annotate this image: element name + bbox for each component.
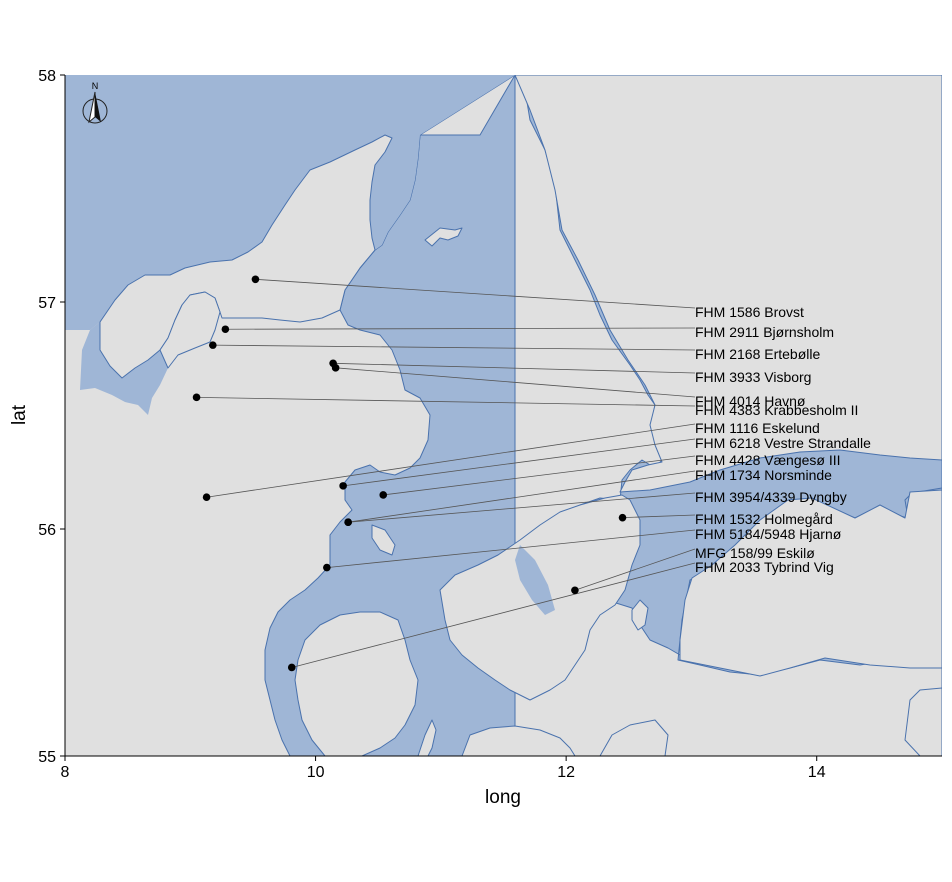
land-mon — [631, 599, 649, 631]
x-axis-title: long — [485, 787, 521, 808]
y-tick-label: 56 — [38, 522, 56, 539]
site-point — [287, 663, 296, 672]
leader-line — [196, 396, 696, 407]
land-samso — [371, 524, 396, 556]
site-label: FHM 4383 Krabbesholm II — [695, 402, 858, 418]
compass-north-arrow-icon: N — [82, 81, 108, 124]
x-tick-label: 12 — [557, 764, 575, 781]
site-point — [323, 563, 331, 572]
leader-line — [291, 562, 696, 668]
site-label: FHM 4014 Havnø — [695, 393, 806, 409]
site-point — [251, 275, 260, 284]
landmasses — [65, 75, 942, 756]
site-label: FHM 2168 Ertebølle — [695, 346, 820, 362]
site-label: FHM 6218 Vestre Strandalle — [695, 435, 871, 451]
leader-line — [383, 455, 696, 496]
site-label: FHM 2911 Bjørnsholm — [695, 324, 834, 340]
leader-line — [225, 327, 696, 330]
leader-line — [255, 278, 696, 309]
leader-lines — [196, 278, 696, 668]
site-point — [344, 518, 352, 526]
leader-line — [574, 548, 696, 591]
site-label: FHM 2033 Tybrind Vig — [695, 559, 834, 575]
sea-inner-bay — [65, 75, 515, 330]
site-label: MFG 158/99 Eskilø — [695, 545, 815, 561]
leader-line — [335, 367, 696, 398]
site-point — [379, 491, 388, 499]
y-tick-label: 57 — [38, 295, 56, 312]
site-point — [209, 341, 217, 349]
site-labels: FHM 1586 Brovst FHM 2911 Bjørnsholm FHM 21… — [695, 304, 871, 575]
sea-isefjord — [515, 545, 555, 615]
site-point — [618, 513, 627, 522]
leader-line — [333, 362, 696, 374]
north-label: N — [92, 81, 99, 91]
site-label: FHM 1734 Norsminde — [695, 467, 832, 483]
leader-line — [622, 514, 696, 519]
leader-line — [343, 438, 696, 487]
leader-line — [326, 529, 696, 568]
land-funen — [294, 611, 419, 756]
land-lolland — [461, 725, 576, 756]
y-tick-label: 58 — [38, 68, 56, 85]
land-sweden-main — [514, 75, 942, 756]
land-anholt — [424, 227, 463, 247]
x-tick-label: 8 — [61, 764, 70, 781]
site-point — [221, 325, 230, 334]
site-label: FHM 4428 Vængesø III — [695, 452, 841, 468]
leader-line — [212, 344, 696, 351]
site-point — [571, 586, 579, 595]
site-label: FHM 3954/4339 Dyngby — [695, 489, 847, 505]
x-tick-label: 14 — [808, 764, 826, 781]
site-label: FHM 1532 Holmegård — [695, 511, 833, 527]
leader-line — [348, 492, 696, 523]
site-point — [192, 393, 201, 402]
site-label: FHM 1586 Brovst — [695, 304, 804, 320]
site-point — [331, 364, 340, 372]
axis-ticks — [60, 74, 818, 761]
site-point — [202, 493, 211, 502]
land-mors — [159, 291, 221, 369]
site-label: FHM 3933 Visborg — [695, 369, 811, 385]
site-label: FHM 5184/5948 Hjarnø — [695, 526, 842, 542]
land-bornholm — [904, 687, 942, 756]
land-langeland — [417, 719, 437, 756]
y-axis-title: lat — [9, 404, 30, 425]
leader-line — [206, 423, 696, 498]
x-tick-label: 10 — [307, 764, 325, 781]
site-label: FHM 1116 Eskelund — [695, 420, 820, 436]
site-point — [339, 482, 347, 490]
site-points — [192, 275, 627, 672]
y-tick-label: 55 — [38, 749, 56, 766]
leader-line — [348, 470, 696, 523]
land-falster — [599, 719, 669, 756]
